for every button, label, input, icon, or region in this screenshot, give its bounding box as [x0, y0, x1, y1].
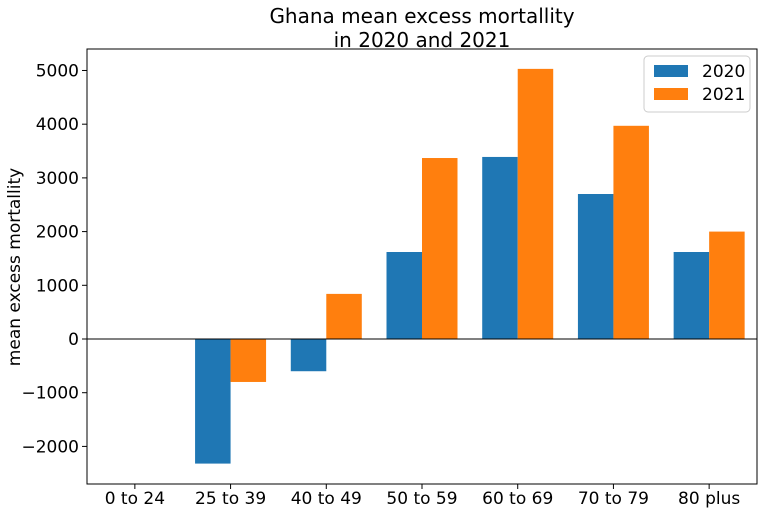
plot-area: −2000 −1000 0 1000 2000 3000 4000 5000 0 to 24 25… — [21, 48, 758, 509]
y-tick-label: 5000 — [36, 61, 79, 81]
bar-2020-40-to-49 — [290, 339, 327, 372]
chart-title-line-1: Ghana mean excess mortallity — [269, 4, 574, 28]
y-tick-label: −1000 — [21, 384, 79, 404]
legend-label-2021: 2021 — [702, 85, 745, 105]
bar-2021-40-to-49 — [326, 293, 362, 339]
legend: 2020 2021 — [643, 55, 751, 113]
x-tick-label: 40 to 49 — [291, 489, 362, 509]
x-tick-label: 25 to 39 — [195, 489, 266, 509]
y-tick-label: 4000 — [36, 115, 79, 135]
bar-2021-60-to-69 — [517, 68, 554, 340]
bar-2021-25-to-39 — [230, 339, 267, 382]
x-tick-label: 80 plus — [678, 489, 740, 509]
y-tick-label: 0 — [68, 330, 79, 350]
y-tick-label: 1000 — [36, 276, 79, 296]
bar-2021-50-to-59 — [422, 158, 458, 339]
x-tick-label: 0 to 24 — [105, 489, 165, 509]
bar-2020-50-to-59 — [386, 252, 422, 339]
legend-label-2020: 2020 — [702, 62, 745, 82]
bar-2021-70-to-79 — [613, 125, 649, 339]
x-tick-label: 60 to 69 — [482, 489, 553, 509]
y-tick-label: 3000 — [36, 169, 79, 189]
bar-2020-25-to-39 — [195, 339, 231, 464]
legend-swatch-2021 — [654, 88, 688, 100]
x-tick-label: 50 to 59 — [386, 489, 457, 509]
x-tick-label: 70 to 79 — [578, 489, 649, 509]
legend-swatch-2020 — [654, 65, 688, 77]
bar-2020-80-plus — [673, 252, 710, 339]
y-axis-label: mean excess mortallity — [5, 168, 25, 366]
chart-title-line-2: in 2020 and 2021 — [334, 28, 511, 52]
bar-2020-70-to-79 — [577, 194, 614, 339]
y-tick-label: 2000 — [36, 223, 79, 243]
bar-2021-80-plus — [709, 231, 745, 339]
bar-2020-60-to-69 — [482, 156, 518, 339]
y-tick-label: −2000 — [21, 437, 79, 457]
